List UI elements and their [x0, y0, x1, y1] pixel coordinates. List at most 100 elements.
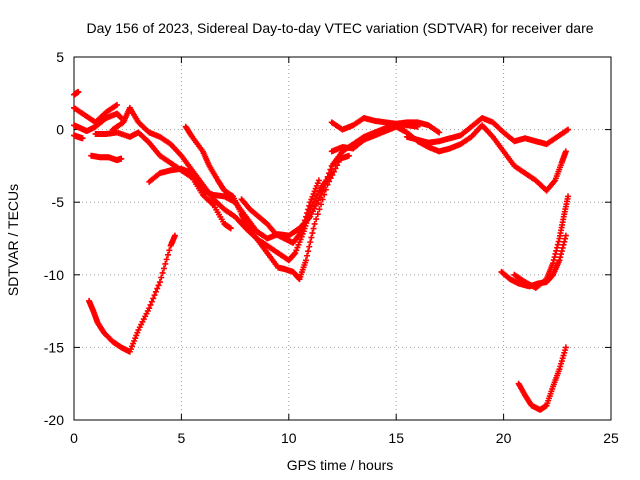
data-series	[182, 123, 352, 283]
data-point	[555, 238, 562, 245]
data-point	[315, 177, 322, 184]
data-point	[309, 230, 316, 237]
data-point	[118, 155, 125, 162]
data-point	[305, 248, 312, 255]
axis-ticks: 0 5 10 15 20 25 -20 -15 -10 -5 0 5	[44, 49, 619, 446]
data-point	[164, 251, 171, 258]
data-point	[313, 216, 320, 223]
data-point	[562, 232, 569, 239]
data-point	[301, 217, 308, 224]
data-point	[304, 252, 311, 259]
data-series	[71, 101, 120, 126]
data-point	[319, 196, 326, 203]
data-point	[565, 126, 572, 133]
data-point	[151, 292, 158, 299]
data-point	[302, 257, 309, 264]
data-point	[158, 274, 165, 281]
data-point	[335, 158, 342, 165]
data-series	[403, 114, 572, 148]
data-point	[436, 129, 443, 136]
data-point	[302, 213, 309, 220]
x-tick-label: 5	[178, 430, 186, 446]
data-point	[562, 235, 569, 242]
data-point	[327, 166, 334, 173]
data-point	[146, 305, 153, 312]
data-series	[71, 88, 82, 98]
y-tick-label: -5	[52, 194, 65, 210]
data-point	[551, 254, 558, 261]
data-point	[324, 181, 331, 188]
data-point	[300, 220, 307, 227]
data-point	[557, 254, 564, 261]
data-point	[329, 171, 336, 178]
data-point	[554, 244, 561, 251]
x-tick-label: 20	[496, 430, 512, 446]
x-axis-label: GPS time / hours	[287, 457, 394, 473]
data-point	[166, 247, 173, 254]
data-point	[163, 256, 170, 263]
data-point	[171, 232, 178, 239]
data-point	[327, 175, 334, 182]
data-point	[311, 220, 318, 227]
data-point	[318, 201, 325, 208]
data-point	[75, 88, 82, 95]
plot-frame	[73, 56, 612, 421]
data-point	[154, 285, 161, 292]
data-point	[156, 279, 163, 286]
data-point	[556, 257, 563, 264]
y-tick-label: 0	[56, 122, 64, 138]
data-point	[326, 178, 333, 185]
data-point	[79, 135, 86, 142]
data-point	[560, 241, 567, 248]
data-point	[559, 244, 566, 251]
data-point	[345, 152, 352, 159]
data-point	[561, 238, 568, 245]
data-point	[147, 301, 154, 308]
data-point	[306, 202, 313, 209]
data-point	[310, 225, 317, 232]
x-tick-label: 0	[70, 430, 78, 446]
data-point	[304, 210, 311, 217]
data-point	[562, 344, 569, 351]
data-point	[565, 193, 572, 200]
data-point	[330, 168, 337, 175]
data-series	[328, 114, 443, 136]
data-point	[159, 269, 166, 276]
x-tick-label: 25	[603, 430, 619, 446]
data-point	[322, 186, 329, 193]
y-tick-label: -20	[44, 412, 64, 428]
data-point	[334, 162, 341, 169]
data-point	[298, 228, 305, 235]
data-point	[307, 239, 314, 246]
data-series	[71, 132, 86, 142]
data-series	[328, 122, 569, 194]
chart-title: Day 156 of 2023, Sidereal Day-to-day VTE…	[86, 20, 593, 36]
data-point	[326, 170, 333, 177]
data-point	[552, 250, 559, 257]
data-point	[550, 257, 557, 264]
data-point	[291, 250, 298, 257]
data-series	[88, 152, 125, 164]
data-point	[150, 295, 157, 302]
data-point	[299, 224, 306, 231]
data-series	[86, 232, 178, 355]
data-point	[113, 101, 120, 108]
data-point	[316, 206, 323, 213]
data-series	[238, 177, 322, 246]
data-series	[71, 110, 125, 135]
y-tick-label: 5	[56, 49, 64, 65]
data-point	[554, 241, 561, 248]
data-point	[305, 206, 312, 213]
data-point	[308, 234, 315, 241]
data-series	[511, 193, 572, 291]
y-tick-label: -10	[44, 267, 64, 283]
x-tick-label: 15	[388, 430, 404, 446]
data-point	[550, 260, 557, 267]
data-point	[148, 298, 155, 305]
data-point	[160, 265, 167, 272]
y-tick-label: -15	[44, 339, 64, 355]
data-point	[558, 248, 565, 255]
data-point	[227, 225, 234, 232]
